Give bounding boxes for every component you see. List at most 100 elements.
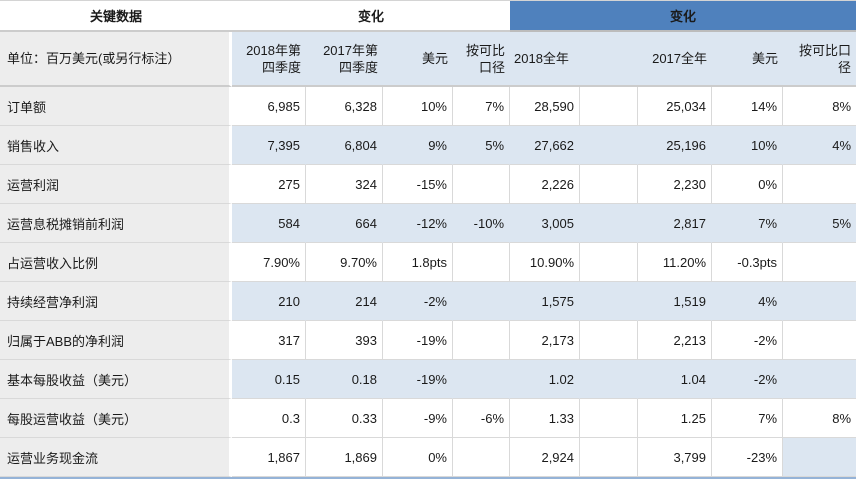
- cell-comparable-fullyear: 8%: [783, 399, 856, 438]
- row-label: 每股运营收益（美元）: [0, 399, 232, 438]
- cell-usd-fullyear: 14%: [712, 87, 784, 126]
- cell-comparable-quarter: 7%: [453, 87, 511, 126]
- table-row-net-income-abb: 归属于ABB的净利润 317 393 -19% 2,173 2,213 -2%: [0, 321, 856, 360]
- col-header-usd-quarter: 美元: [383, 32, 453, 87]
- cell-comparable-quarter: [453, 165, 511, 204]
- row-label: 持续经营净利润: [0, 282, 232, 321]
- cell-q4-2018: 584: [232, 204, 306, 243]
- cell-fy-2017: 1,519: [638, 282, 713, 321]
- col-header-usd-fullyear: 美元: [712, 32, 784, 87]
- cell-spacer: [580, 87, 639, 126]
- cell-comparable-fullyear: [783, 282, 856, 321]
- cell-comparable-fullyear: 5%: [783, 204, 856, 243]
- cell-usd-fullyear: 4%: [712, 282, 784, 321]
- cell-spacer: [580, 321, 639, 360]
- row-label: 运营息税摊销前利润: [0, 204, 232, 243]
- column-header-row: 单位：百万美元(或另行标注） 2018年第四季度 2017年第四季度 美元 按可…: [0, 32, 856, 87]
- cell-fy-2018: 10.90%: [510, 243, 581, 282]
- row-label: 销售收入: [0, 126, 232, 165]
- cell-comparable-quarter: [453, 243, 511, 282]
- cell-usd-fullyear: 0%: [712, 165, 784, 204]
- table-row-operational-eps: 每股运营收益（美元） 0.3 0.33 -9% -6% 1.33 1.25 7%…: [0, 399, 856, 438]
- cell-usd-fullyear: -2%: [712, 360, 784, 399]
- cell-q4-2017: 9.70%: [306, 243, 383, 282]
- cell-usd-fullyear: 10%: [712, 126, 784, 165]
- cell-q4-2017: 214: [306, 282, 383, 321]
- cell-usd-fullyear: -0.3pts: [712, 243, 784, 282]
- cell-q4-2018: 7,395: [232, 126, 306, 165]
- cell-usd-quarter: 9%: [383, 126, 453, 165]
- cell-fy-2017: 11.20%: [638, 243, 713, 282]
- cell-fy-2017: 2,230: [638, 165, 713, 204]
- cell-comparable-quarter: [453, 438, 511, 477]
- cell-q4-2018: 0.3: [232, 399, 306, 438]
- cell-fy-2017: 3,799: [638, 438, 713, 477]
- col-header-2018-q4: 2018年第四季度: [232, 32, 306, 87]
- cell-usd-quarter: -19%: [383, 321, 453, 360]
- cell-q4-2018: 7.90%: [232, 243, 306, 282]
- cell-comparable-fullyear: [783, 360, 856, 399]
- cell-q4-2018: 6,985: [232, 87, 306, 126]
- cell-spacer: [580, 438, 639, 477]
- cell-fy-2018: 2,226: [510, 165, 581, 204]
- cell-q4-2017: 0.33: [306, 399, 383, 438]
- key-data-title: 关键数据: [0, 1, 232, 32]
- cell-spacer: [580, 282, 639, 321]
- cell-comparable-quarter: 5%: [453, 126, 511, 165]
- cell-q4-2017: 393: [306, 321, 383, 360]
- cell-usd-quarter: -9%: [383, 399, 453, 438]
- cell-spacer: [580, 165, 639, 204]
- cell-usd-quarter: -2%: [383, 282, 453, 321]
- cell-fy-2018: 2,173: [510, 321, 581, 360]
- cell-comparable-quarter: [453, 360, 511, 399]
- col-header-2017-q4: 2017年第四季度: [306, 32, 383, 87]
- cell-q4-2017: 1,869: [306, 438, 383, 477]
- table-row-operational-ebita: 运营息税摊销前利润 584 664 -12% -10% 3,005 2,817 …: [0, 204, 856, 243]
- cell-fy-2018: 1.02: [510, 360, 581, 399]
- cell-comparable-fullyear: [783, 321, 856, 360]
- cell-fy-2018: 1.33: [510, 399, 581, 438]
- cell-q4-2017: 324: [306, 165, 383, 204]
- cell-spacer: [580, 126, 639, 165]
- row-label: 归属于ABB的净利润: [0, 321, 232, 360]
- col-header-comparable-fullyear: 按可比口径: [783, 32, 856, 87]
- cell-spacer: [580, 360, 639, 399]
- cell-q4-2018: 210: [232, 282, 306, 321]
- cell-q4-2017: 6,804: [306, 126, 383, 165]
- cell-q4-2017: 0.18: [306, 360, 383, 399]
- cell-comparable-quarter: -10%: [453, 204, 511, 243]
- cell-comparable-quarter: [453, 282, 511, 321]
- cell-comparable-fullyear: 4%: [783, 126, 856, 165]
- table-row-ebita-margin: 占运营收入比例 7.90% 9.70% 1.8pts 10.90% 11.20%…: [0, 243, 856, 282]
- cell-q4-2018: 1,867: [232, 438, 306, 477]
- cell-usd-quarter: -12%: [383, 204, 453, 243]
- row-label: 运营业务现金流: [0, 438, 232, 477]
- change-header-fullyear: 变化: [510, 1, 856, 32]
- cell-comparable-fullyear: 8%: [783, 87, 856, 126]
- table-row-cash-flow: 运营业务现金流 1,867 1,869 0% 2,924 3,799 -23%: [0, 438, 856, 477]
- row-label: 基本每股收益（美元）: [0, 360, 232, 399]
- cell-fy-2018: 1,575: [510, 282, 581, 321]
- col-header-2017-fullyear: 2017全年: [638, 32, 713, 87]
- cell-fy-2018: 28,590: [510, 87, 581, 126]
- cell-q4-2017: 6,328: [306, 87, 383, 126]
- unit-label: 单位：百万美元(或另行标注）: [0, 32, 232, 87]
- cell-q4-2018: 317: [232, 321, 306, 360]
- cell-usd-fullyear: -23%: [712, 438, 784, 477]
- cell-usd-quarter: 0%: [383, 438, 453, 477]
- row-label: 占运营收入比例: [0, 243, 232, 282]
- cell-comparable-fullyear: [783, 165, 856, 204]
- cell-q4-2017: 664: [306, 204, 383, 243]
- cell-spacer: [580, 243, 639, 282]
- cell-usd-fullyear: 7%: [712, 204, 784, 243]
- col-header-comparable-quarter: 按可比口径: [453, 32, 511, 87]
- cell-spacer: [580, 399, 639, 438]
- cell-fy-2017: 1.04: [638, 360, 713, 399]
- cell-comparable-quarter: -6%: [453, 399, 511, 438]
- cell-q4-2018: 0.15: [232, 360, 306, 399]
- table-row-operational-income: 运营利润 275 324 -15% 2,226 2,230 0%: [0, 165, 856, 204]
- cell-fy-2018: 27,662: [510, 126, 581, 165]
- cell-fy-2017: 2,213: [638, 321, 713, 360]
